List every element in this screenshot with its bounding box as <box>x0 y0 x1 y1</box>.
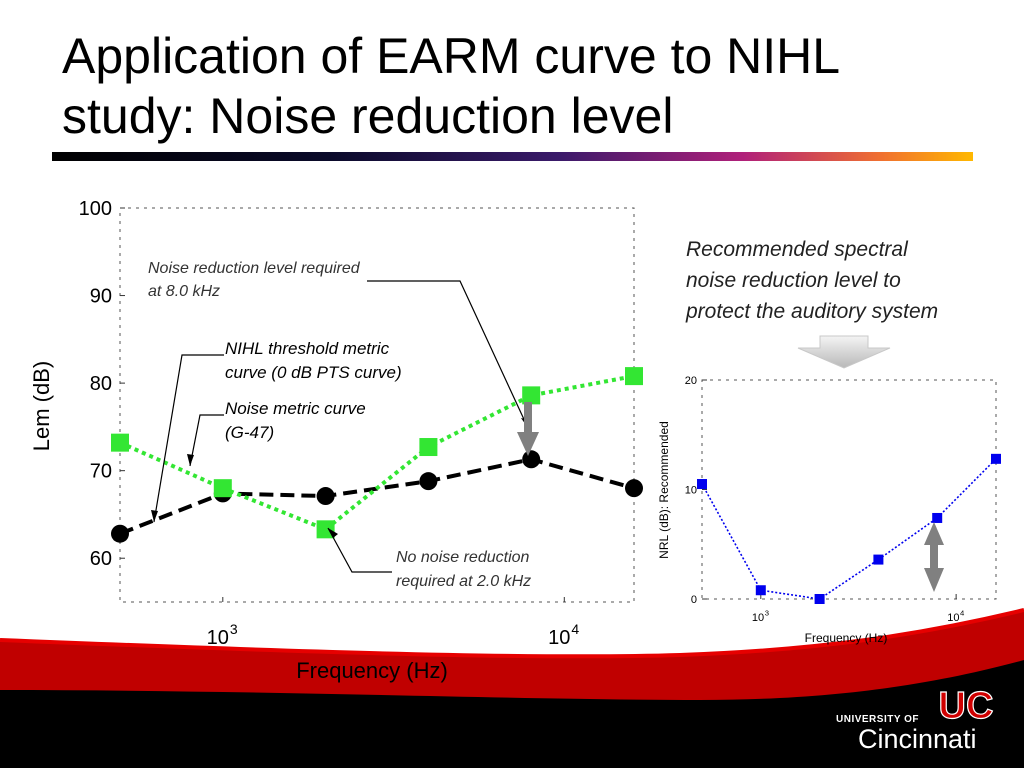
small-series-0-line <box>701 458 997 600</box>
main-ytick-label: 90 <box>90 286 112 308</box>
recommend-note-line-3: protect the auditory system <box>686 300 939 323</box>
small-ytick-label: 0 <box>691 594 697 606</box>
recommend-note-line-2: noise reduction level to <box>686 269 901 292</box>
small-xtick-exponent: 3 <box>765 609 769 618</box>
main-y-axis-label: Lem (dB) <box>29 361 54 451</box>
logo-big-text: Cincinnati <box>858 724 977 754</box>
main-x-axis-label: Frequency (Hz) <box>296 658 448 683</box>
leader-none2k <box>327 527 392 573</box>
main-series-0-point <box>625 479 643 498</box>
main-xtick-exponent: 3 <box>230 621 238 637</box>
main-series-0-point <box>522 450 541 469</box>
leader-nrl8k <box>367 280 529 429</box>
small-series-0-point <box>755 585 766 596</box>
main-xtick-exponent: 4 <box>571 621 579 637</box>
main-plot-frame <box>119 207 635 603</box>
slide-title-line-1: Application of EARM curve to NIHL <box>62 28 841 84</box>
slide-title: Application of EARM curve to NIHL study:… <box>62 26 1002 146</box>
annotation-g47: Noise metric curve (G-47) <box>225 399 371 442</box>
main-series-0-point <box>316 487 335 506</box>
main-series-1-point <box>419 438 438 457</box>
main-series-1-line <box>119 374 635 532</box>
leader-nihl <box>153 354 224 523</box>
annotation-nrl8k: Noise reduction level required at 8.0 kH… <box>148 260 364 300</box>
title-gradient-rule <box>52 152 973 161</box>
logo-small-text: UNIVERSITY OF <box>836 714 919 725</box>
main-ytick-label: 70 <box>90 461 112 483</box>
small-series-0-point <box>814 594 825 604</box>
main-series-1-point <box>213 479 232 498</box>
small-ytick-label: 10 <box>685 484 697 496</box>
slide-title-line-2: study: Noise reduction level <box>62 88 674 144</box>
svg-text:UC: UC <box>939 685 994 724</box>
leader-g47 <box>189 414 224 467</box>
main-series-0-point <box>419 472 438 491</box>
main-xtick-label: 10 <box>207 627 229 649</box>
small-series-0-point <box>697 479 707 490</box>
small-xtick-label: 10 <box>752 612 764 624</box>
main-series-1-point <box>625 367 643 386</box>
annotation-none2k: No noise reduction required at 2.0 kHz <box>396 549 534 590</box>
small-xtick-label: 10 <box>947 612 959 624</box>
recommend-note-line-1: Recommended spectral <box>686 238 908 261</box>
uc-logo-mark-icon: UC <box>938 684 994 724</box>
main-series-0-point <box>111 524 129 543</box>
small-xtick-exponent: 4 <box>960 609 965 618</box>
annotation-nihl: NIHL threshold metric curve (0 dB PTS cu… <box>225 339 402 382</box>
gap-arrow-small <box>924 522 944 592</box>
small-series-0-point <box>991 453 1001 464</box>
recommend-note: Recommended spectral noise reduction lev… <box>686 234 1016 327</box>
main-ytick-label: 60 <box>90 548 112 570</box>
small-x-axis-label: Frequency (Hz) <box>805 631 888 645</box>
main-series-1-point <box>111 433 129 452</box>
gap-arrow-main <box>517 402 539 456</box>
annotation-leaders <box>153 280 529 573</box>
main-ytick-label: 100 <box>79 198 112 220</box>
small-ytick-label: 20 <box>685 375 697 387</box>
main-series-1-point <box>522 386 541 405</box>
down-chevron-arrow-icon <box>797 335 891 369</box>
small-series-0-point <box>873 554 884 565</box>
small-y-axis-label: NRL (dB): Recommended <box>657 421 671 559</box>
small-series-0-point <box>932 512 943 523</box>
university-logo: UC UNIVERSITY OF Cincinnati <box>836 680 1006 760</box>
small-plot-frame <box>701 379 997 600</box>
main-ytick-label: 80 <box>90 373 112 395</box>
main-series-1-point <box>316 520 335 539</box>
main-xtick-label: 10 <box>548 627 570 649</box>
